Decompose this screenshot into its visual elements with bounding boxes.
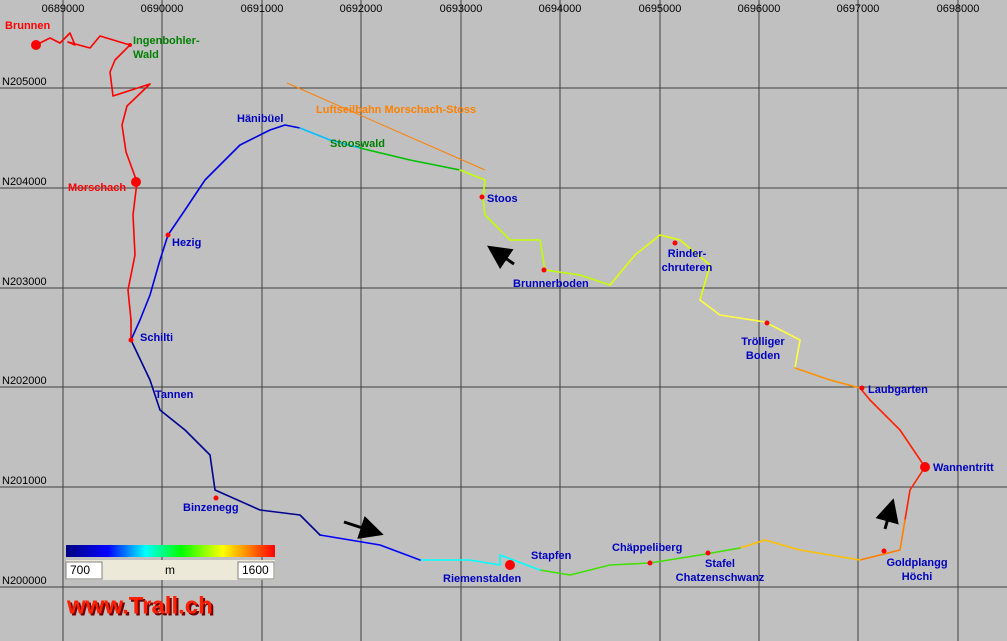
place-label: Laubgarten xyxy=(868,384,928,396)
grid-label-x: 0689000 xyxy=(42,3,85,15)
grid-label-x: 0691000 xyxy=(241,3,284,15)
grid-label-x: 0698000 xyxy=(937,3,980,15)
place-dot xyxy=(881,548,887,554)
grid-label-y: N205000 xyxy=(2,76,47,88)
grid-label-x: 0690000 xyxy=(141,3,184,15)
route-segment xyxy=(609,234,711,301)
grid-label-y: N203000 xyxy=(2,276,47,288)
place-dot xyxy=(128,43,132,47)
place-label: Chatzenschwanz xyxy=(676,572,765,584)
places: Brunnen Ingenbohler- Wald Morschach Hänibüel… xyxy=(5,20,994,585)
place-dot xyxy=(479,194,485,200)
route-segment xyxy=(859,519,906,561)
place-label: Stoos xyxy=(487,193,518,205)
place-label: Morschach xyxy=(68,182,126,194)
place-label: Hänibüel xyxy=(237,113,283,125)
place-label: Wald xyxy=(133,49,159,61)
place-dot xyxy=(213,495,219,501)
route-segment xyxy=(130,124,301,341)
place-label: Schilti xyxy=(140,332,173,344)
place-label: Wannentritt xyxy=(933,462,994,474)
grid-label-y: N204000 xyxy=(2,176,47,188)
place-label: Tannen xyxy=(155,389,194,401)
route-segment xyxy=(739,539,861,561)
grid-label-y: N200000 xyxy=(2,575,47,587)
legend-max: 1600 xyxy=(242,563,269,577)
route-segment xyxy=(794,367,861,389)
legend-gradient xyxy=(66,545,275,557)
place-label: Chäppeliberg xyxy=(612,542,682,554)
place-label: Riemenstalden xyxy=(443,573,522,585)
place-label: Brunnerboden xyxy=(513,278,589,290)
place-dot xyxy=(647,560,653,566)
legend: 700 m 1600 xyxy=(65,545,275,580)
legend-min-box xyxy=(65,561,103,580)
route-segment xyxy=(130,339,321,536)
route xyxy=(35,32,926,576)
place-label: Brunnen xyxy=(5,20,51,32)
place-label: Binzenegg xyxy=(183,502,239,514)
grid-label-x: 0696000 xyxy=(738,3,781,15)
place-label: Stapfen xyxy=(531,550,572,562)
place-label: chruteren xyxy=(662,262,713,274)
place-label: Rinder- xyxy=(668,248,707,260)
grid-label-y: N201000 xyxy=(2,475,47,487)
place-label: Höchi xyxy=(902,571,933,583)
route-segment xyxy=(299,127,361,149)
grid-label-x: 0695000 xyxy=(639,3,682,15)
grid-label-y: N202000 xyxy=(2,375,47,387)
cableway xyxy=(286,82,486,171)
legend-box xyxy=(66,560,275,580)
route-segment xyxy=(459,169,611,286)
legend-max-box xyxy=(237,561,275,580)
direction-arrow xyxy=(487,245,515,270)
place-dot xyxy=(31,40,41,50)
arrows xyxy=(343,245,899,539)
place-label: Stafel xyxy=(705,558,735,570)
direction-arrow xyxy=(343,516,384,539)
place-dot xyxy=(764,320,770,326)
place-label: Luftseilbahn Morschach-Stoss xyxy=(316,104,476,116)
place-dot xyxy=(131,177,141,187)
place-label: Goldplangg xyxy=(886,557,947,569)
grid-label-x: 0693000 xyxy=(440,3,483,15)
place-dot xyxy=(128,337,134,343)
place-dot xyxy=(165,232,171,238)
route-segment xyxy=(35,32,151,321)
watermark: www.Trall.ch xyxy=(66,592,213,619)
route-segment xyxy=(859,387,926,521)
watermark-shadow: www.Trall.ch xyxy=(68,594,215,621)
place-dot xyxy=(705,550,711,556)
grid-label-x: 0692000 xyxy=(340,3,383,15)
place-dot xyxy=(672,240,678,246)
legend-unit: m xyxy=(165,563,175,577)
grid-label-x: 0694000 xyxy=(539,3,582,15)
place-label: Trölliger xyxy=(741,336,785,348)
place-dot xyxy=(920,462,930,472)
place-label: Hezig xyxy=(172,237,201,249)
place-label: Boden xyxy=(746,350,781,362)
legend-min: 700 xyxy=(70,563,90,577)
place-dot xyxy=(505,560,515,570)
place-dot xyxy=(859,385,865,391)
place-label: Stooswald xyxy=(330,138,385,150)
grid-label-x: 0697000 xyxy=(837,3,880,15)
route-segment xyxy=(319,534,421,561)
route-segment xyxy=(359,147,461,171)
route-segment xyxy=(419,554,541,571)
place-label: Ingenbohler- xyxy=(133,35,200,47)
place-dot xyxy=(541,267,547,273)
direction-arrow xyxy=(875,498,899,530)
